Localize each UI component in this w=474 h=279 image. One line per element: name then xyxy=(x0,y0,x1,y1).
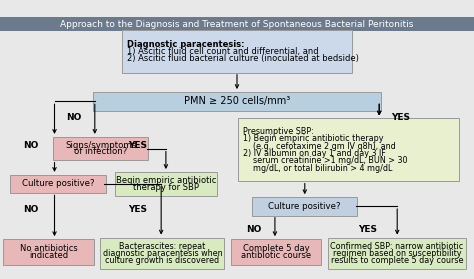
Text: culture growth is discovered: culture growth is discovered xyxy=(105,256,219,265)
Text: NO: NO xyxy=(66,113,81,122)
Text: mg/dL, or total bilirubin > 4 mg/dL: mg/dL, or total bilirubin > 4 mg/dL xyxy=(243,164,392,173)
Text: Begin empiric antibiotic: Begin empiric antibiotic xyxy=(116,176,216,185)
Text: therapy for SBP: therapy for SBP xyxy=(133,182,199,192)
Text: YES: YES xyxy=(391,113,410,122)
Text: PMN ≥ 250 cells/mm³: PMN ≥ 250 cells/mm³ xyxy=(184,96,290,106)
Text: Culture positive?: Culture positive? xyxy=(22,179,94,188)
Text: diagnostic paracentesis when: diagnostic paracentesis when xyxy=(102,249,222,258)
Text: antibiotic course: antibiotic course xyxy=(241,251,311,260)
FancyBboxPatch shape xyxy=(100,237,224,269)
Text: of infection?: of infection? xyxy=(74,147,128,156)
Text: 2) IV albumin on day 1 and day 3 IF: 2) IV albumin on day 1 and day 3 IF xyxy=(243,149,386,158)
Text: 1) Ascitic fluid cell count and differential, and: 1) Ascitic fluid cell count and differen… xyxy=(127,47,319,56)
Text: 2) Ascitic fluid bacterial culture (inoculated at bedside): 2) Ascitic fluid bacterial culture (inoc… xyxy=(127,54,359,63)
FancyBboxPatch shape xyxy=(3,239,94,265)
Text: Approach to the Diagnosis and Treatment of Spontaneous Bacterial Peritonitis: Approach to the Diagnosis and Treatment … xyxy=(60,20,414,28)
FancyBboxPatch shape xyxy=(115,172,217,196)
Text: NO: NO xyxy=(246,225,261,234)
Text: (e.g., cefotaxime 2 gm IV q8h), and: (e.g., cefotaxime 2 gm IV q8h), and xyxy=(243,142,396,151)
Text: Signs/symptoms: Signs/symptoms xyxy=(65,141,137,150)
Text: serum creatinine >1 mg/dL, BUN > 30: serum creatinine >1 mg/dL, BUN > 30 xyxy=(243,156,408,165)
Text: Confirmed SBP: narrow antibiotic: Confirmed SBP: narrow antibiotic xyxy=(330,242,464,251)
FancyBboxPatch shape xyxy=(10,175,106,193)
FancyBboxPatch shape xyxy=(0,17,474,31)
Text: 1) Begin empiric antibiotic therapy: 1) Begin empiric antibiotic therapy xyxy=(243,134,383,143)
Text: regimen based on susceptibility: regimen based on susceptibility xyxy=(333,249,461,258)
Text: No antibiotics: No antibiotics xyxy=(20,244,77,253)
Text: NO: NO xyxy=(23,141,38,150)
FancyBboxPatch shape xyxy=(238,118,459,181)
FancyBboxPatch shape xyxy=(53,137,148,160)
FancyBboxPatch shape xyxy=(252,197,357,216)
Text: Complete 5 day: Complete 5 day xyxy=(243,244,310,253)
FancyBboxPatch shape xyxy=(231,239,321,265)
Text: Presumptive SBP:: Presumptive SBP: xyxy=(243,127,314,136)
Text: YES: YES xyxy=(128,205,147,214)
Text: NO: NO xyxy=(23,205,38,214)
Text: Culture positive?: Culture positive? xyxy=(268,202,341,211)
FancyBboxPatch shape xyxy=(93,92,381,111)
FancyBboxPatch shape xyxy=(328,237,466,269)
Text: Bacterascites: repeat: Bacterascites: repeat xyxy=(119,242,205,251)
FancyBboxPatch shape xyxy=(122,30,352,73)
Text: indicated: indicated xyxy=(29,251,68,260)
Text: YES: YES xyxy=(128,141,147,150)
Text: results to complete 5 day course: results to complete 5 day course xyxy=(331,256,463,265)
Text: YES: YES xyxy=(358,225,377,234)
Text: Diagnostic paracentesis:: Diagnostic paracentesis: xyxy=(127,40,245,49)
